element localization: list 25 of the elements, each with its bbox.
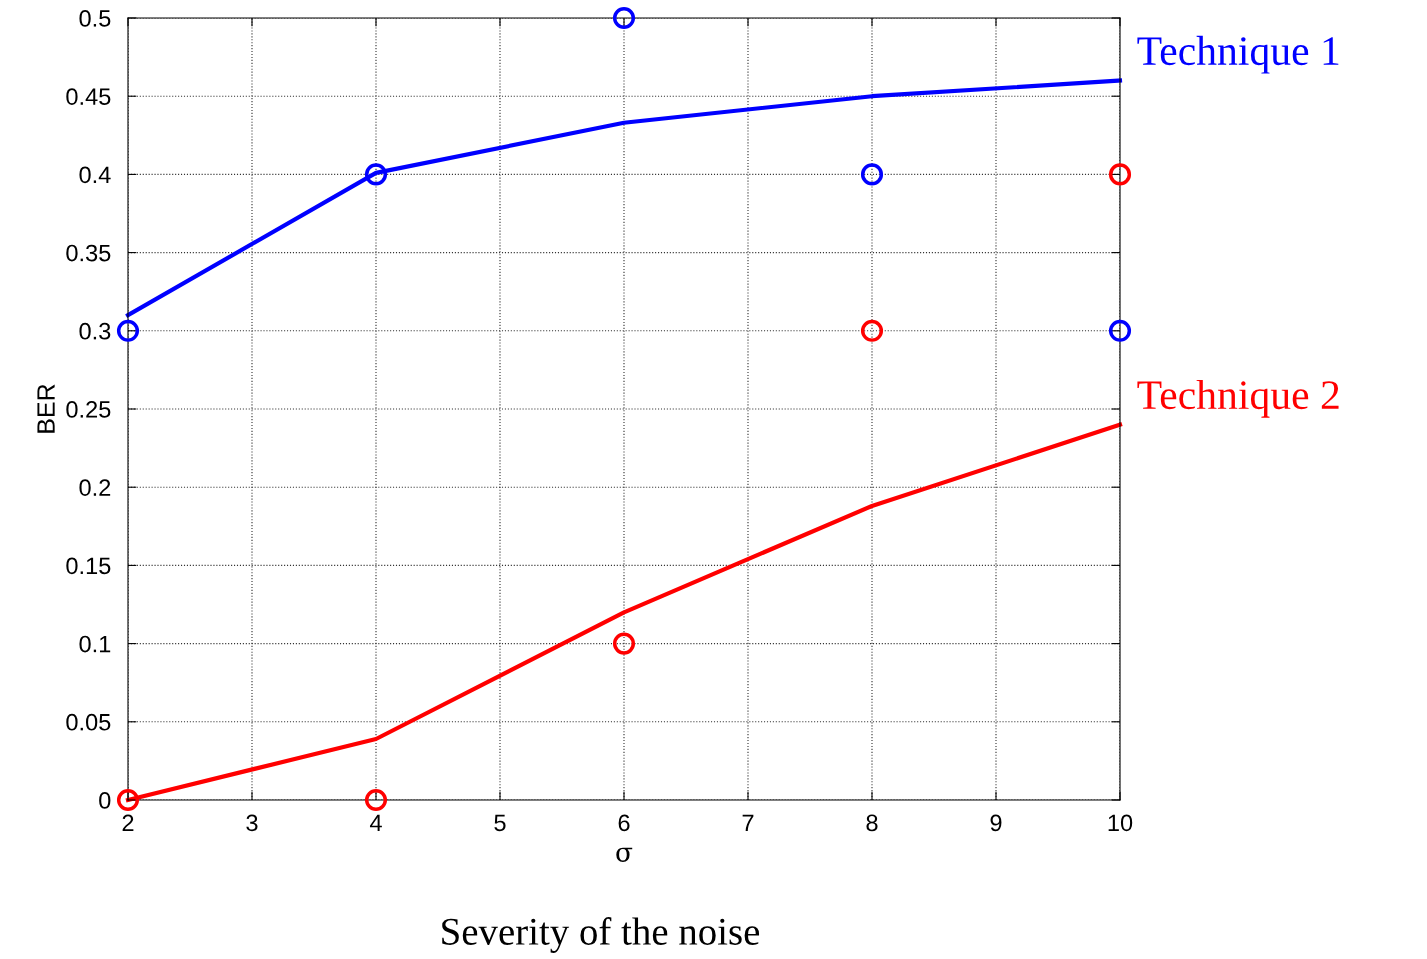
- x-tick-label: 4: [369, 814, 382, 831]
- x-tick-label: 3: [246, 814, 258, 832]
- series-label: Technique 2: [1137, 379, 1339, 418]
- y-tick-label: 0.35: [66, 244, 111, 262]
- y-tick-label: 0.3: [79, 322, 111, 340]
- y-tick-label: 0.1: [79, 635, 111, 653]
- x-tick-label: 2: [122, 814, 134, 831]
- y-tick-label: 0.2: [79, 479, 111, 496]
- text: Severity of the noise: [442, 917, 760, 953]
- x-tick-label: 10: [1108, 814, 1133, 832]
- y-tick-label: 0.5: [79, 10, 111, 27]
- y-axis-title: BER: [37, 384, 55, 433]
- x-tick-label: 7: [742, 814, 754, 831]
- x-axis-title: σ: [616, 847, 633, 862]
- series-label: Technique 1: [1137, 35, 1339, 74]
- x-tick-label: 9: [990, 814, 1002, 832]
- x-tick-label: 8: [866, 814, 878, 832]
- y-tick-label: 0.4: [79, 166, 111, 184]
- y-tick-label: 0.25: [66, 401, 111, 418]
- y-tick-label: 0: [99, 792, 111, 809]
- x-tick-label: 6: [618, 814, 630, 832]
- x-tick-label: 5: [494, 814, 506, 832]
- y-tick-label: 0.05: [66, 713, 111, 731]
- y-tick-label: 0.15: [66, 557, 111, 575]
- y-tick-label: 0.45: [66, 88, 111, 105]
